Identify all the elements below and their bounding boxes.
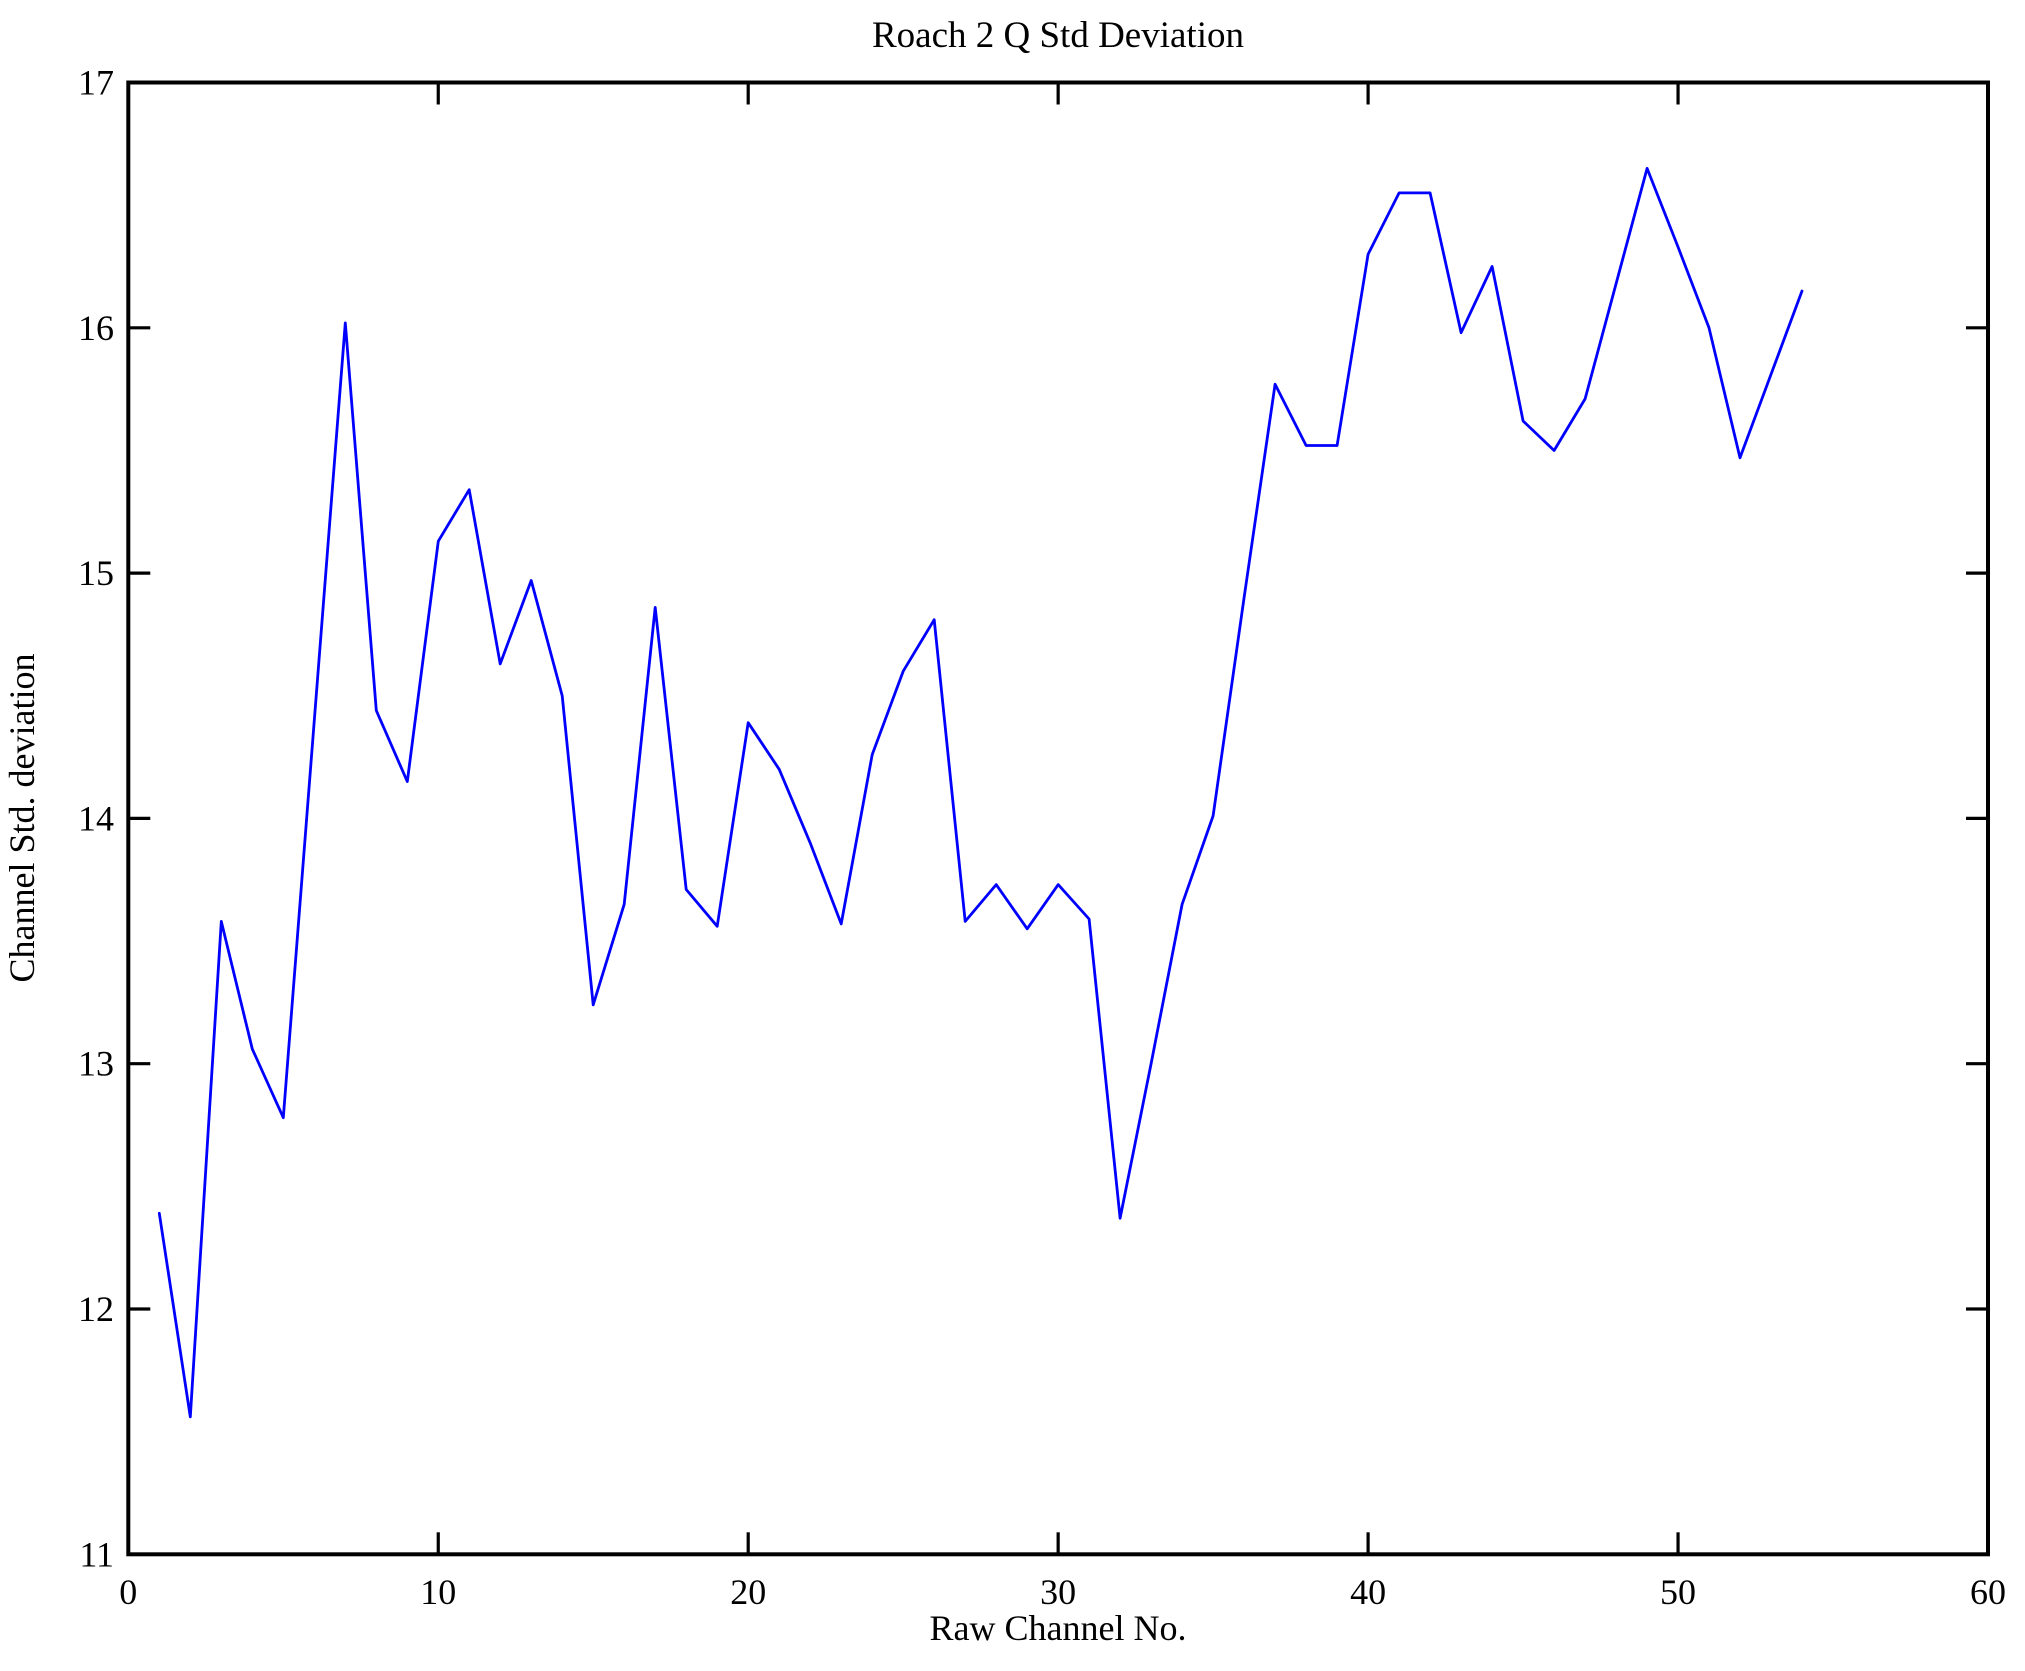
y-tick-label: 11 <box>79 1534 114 1574</box>
plot-area: 0 10 20 30 40 50 60 11 12 13 14 15 16 17 <box>78 63 2006 1613</box>
x-tick-label: 30 <box>1040 1572 1076 1612</box>
x-tick-label: 60 <box>1970 1572 2006 1612</box>
plot-frame <box>126 80 1990 1557</box>
y-tick-label: 12 <box>78 1289 114 1329</box>
x-tick-label: 50 <box>1660 1572 1696 1612</box>
y-tick-label: 17 <box>78 63 114 103</box>
x-tick-label: 10 <box>420 1572 456 1612</box>
chart-title: Roach 2 Q Std Deviation <box>872 15 1244 56</box>
y-tick-label: 13 <box>78 1044 114 1084</box>
y-tick-label: 14 <box>78 798 114 838</box>
data-line <box>157 166 1804 1419</box>
x-tick-label: 0 <box>119 1572 137 1612</box>
x-tick-label: 20 <box>730 1572 766 1612</box>
y-axis-label: Channel Std. deviation <box>2 654 42 983</box>
x-axis-label: Raw Channel No. <box>930 1608 1187 1648</box>
x-tick-label: 40 <box>1350 1572 1386 1612</box>
y-tick-label: 15 <box>78 553 114 593</box>
y-tick-label: 16 <box>78 308 114 348</box>
